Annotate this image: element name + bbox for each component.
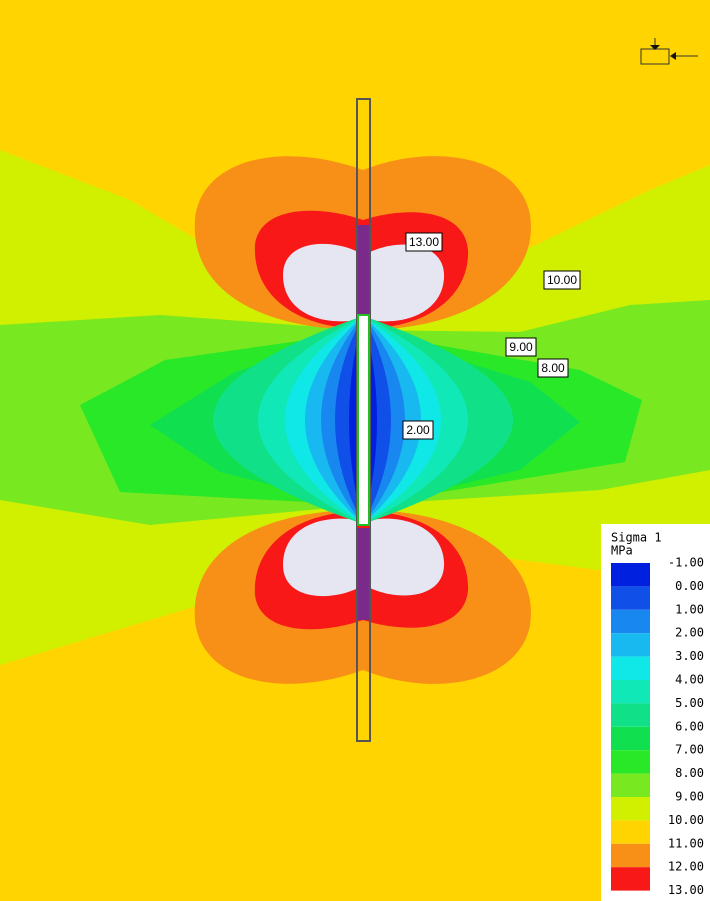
- label-box: [505, 337, 537, 357]
- legend-swatch: [611, 750, 650, 774]
- label-box: [405, 232, 443, 252]
- core-region: [283, 243, 358, 322]
- contour-label: 9.00: [509, 340, 533, 354]
- legend-swatch: [611, 703, 650, 727]
- contour-label: 2.00: [406, 423, 430, 437]
- legend-swatch: [611, 867, 650, 891]
- core-region: [283, 518, 358, 597]
- contour-label: 8.00: [541, 361, 565, 375]
- legend-label: 2.00: [675, 626, 704, 640]
- legend-label: 4.00: [675, 673, 704, 687]
- legend-swatch: [611, 773, 650, 797]
- contour-label: 10.00: [547, 273, 577, 287]
- legend-swatch: [611, 726, 650, 751]
- legend-swatch: [611, 563, 650, 587]
- label-box: [543, 270, 581, 290]
- legend-swatch: [611, 656, 650, 680]
- legend-swatch: [611, 797, 650, 821]
- legend-swatch: [611, 633, 650, 657]
- core-region: [370, 244, 445, 322]
- legend-swatch: [611, 820, 650, 844]
- legend-label: 1.00: [675, 602, 704, 616]
- legend-swatch: [611, 609, 650, 634]
- legend-title: Sigma 1: [611, 531, 662, 545]
- legend-label: 11.00: [668, 836, 704, 850]
- legend-label: 5.00: [675, 696, 704, 710]
- pillar-section: [358, 528, 369, 620]
- legend-swatch: [611, 680, 650, 704]
- label-box: [402, 420, 434, 440]
- orientation-icon: [640, 38, 698, 65]
- label-box: [537, 358, 569, 378]
- legend-swatch: [611, 843, 650, 868]
- core-region: [370, 518, 445, 596]
- legend-label: 6.00: [675, 719, 704, 733]
- legend-label: 0.00: [675, 579, 704, 593]
- contour-label: 13.00: [409, 235, 439, 249]
- contour-labels: 13.00 10.00 9.00 8.00 2.00: [402, 232, 581, 440]
- pillar-section: [358, 225, 369, 315]
- legend-label: 8.00: [675, 766, 704, 780]
- legend-unit: MPa: [611, 544, 633, 558]
- legend-label: 3.00: [675, 649, 704, 663]
- legend: Sigma 1 MPa -1.00 0.00 1.00 2.00 3.00 4.00 5.0…: [601, 524, 710, 901]
- legend-swatch: [611, 586, 650, 610]
- legend-label: 12.00: [668, 860, 704, 874]
- legend-label: -1.00: [668, 556, 704, 570]
- legend-label: 10.00: [668, 813, 704, 827]
- legend-label: 9.00: [675, 790, 704, 804]
- support-pillar: [356, 98, 371, 742]
- legend-label: 13.00: [668, 883, 704, 897]
- opening: [357, 314, 370, 526]
- legend-label: 7.00: [675, 743, 704, 757]
